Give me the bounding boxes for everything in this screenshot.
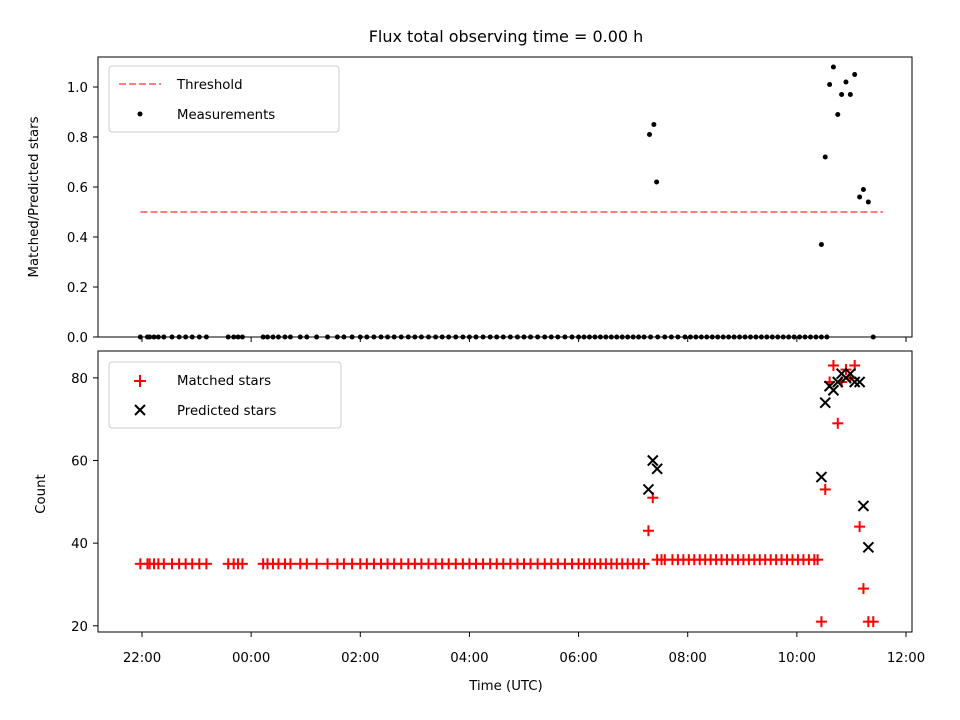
- x-tick-label: 00:00: [232, 651, 270, 666]
- x-tick-label: 10:00: [778, 651, 816, 666]
- x-tick-label: 12:00: [887, 651, 925, 666]
- predicted-star-point: [853, 376, 866, 388]
- measurement-point: [830, 64, 836, 70]
- measurement-point: [651, 122, 657, 127]
- measurement-point: [847, 92, 853, 97]
- measurement-point: [822, 154, 828, 160]
- predicted-star-point: [862, 541, 875, 553]
- top-axes-frame: [97, 56, 913, 338]
- top-legend: Threshold Measurements: [108, 65, 340, 133]
- x-tick-label: 22:00: [123, 651, 161, 666]
- x-tick-label: 04:00: [450, 651, 488, 666]
- legend-predicted-label: Predicted stars: [177, 404, 276, 419]
- predicted-star-point: [647, 454, 659, 467]
- top-x-axis: [141, 337, 907, 342]
- matched-star-point: [854, 521, 866, 533]
- predicted-star-point: [848, 376, 861, 388]
- measurement-point: [860, 187, 866, 192]
- top-y-tick-label: 0.6: [67, 181, 88, 196]
- x-tick-label: 06:00: [559, 651, 597, 666]
- matched-star-point: [311, 558, 323, 570]
- bottom-legend-box: [108, 361, 342, 429]
- matched-star-point: [236, 558, 248, 570]
- bottom-x-axis: 22:00 00:00 02:00 04:00 06:00 08:00 10:00 12:00: [123, 632, 925, 666]
- bottom-y-tick-label: 20: [71, 620, 88, 635]
- x-tick-label: 02:00: [341, 651, 379, 666]
- measurement-point: [852, 72, 858, 77]
- measurement-point: [818, 242, 824, 247]
- matched-star-point: [812, 554, 824, 566]
- matched-star-point: [857, 583, 869, 595]
- predicted-star-point: [651, 463, 663, 475]
- predicted-star-point: [832, 376, 844, 388]
- predicted-star-point: [815, 471, 828, 483]
- bottom-y-axis-label: Count: [34, 474, 49, 514]
- bottom-y-tick-label: 40: [71, 537, 88, 552]
- top-y-axis: 0.0 0.2 0.4 0.6 0.8 1.0: [67, 81, 98, 346]
- legend-matched-label: Matched stars: [177, 374, 271, 389]
- chart-title: Flux total observing time = 0.00 h: [369, 27, 644, 46]
- bottom-y-tick-label: 80: [71, 372, 88, 387]
- matched-star-point: [322, 558, 334, 570]
- measurement-point: [857, 194, 863, 200]
- matched-star-point: [200, 558, 212, 570]
- measurement-point: [835, 112, 841, 117]
- matched-star-point: [867, 616, 879, 628]
- matched-star-point: [815, 616, 827, 628]
- measurement-point: [647, 132, 653, 137]
- matched-star-point: [301, 558, 313, 570]
- top-y-axis-label: Matched/Predicted stars: [27, 116, 42, 277]
- predicted-star-point: [827, 384, 840, 396]
- matched-star-point: [819, 483, 831, 495]
- measurement-point: [839, 92, 845, 97]
- measurement-point: [654, 179, 660, 185]
- bottom-y-tick-label: 60: [71, 455, 88, 470]
- x-axis-label: Time (UTC): [468, 679, 543, 694]
- bottom-y-axis: 20 40 60 80: [71, 372, 98, 635]
- bottom-plot-area: [134, 359, 879, 628]
- measurement-point: [865, 199, 871, 205]
- predicted-star-point: [642, 483, 655, 496]
- bottom-panel: Count Time (UTC) 20 40 60 80 22:00 00:00 02:0…: [34, 350, 925, 694]
- matched-star-point: [827, 359, 839, 371]
- predicted-star-point: [844, 368, 857, 380]
- top-y-tick-label: 0.8: [67, 131, 88, 146]
- bottom-legend: Matched stars Predicted stars: [108, 361, 342, 429]
- bottom-axes-frame: [97, 350, 913, 633]
- top-legend-box: [108, 65, 340, 133]
- matched-star-point: [832, 417, 844, 429]
- matched-star-point: [284, 558, 296, 570]
- predicted-star-point: [857, 500, 870, 512]
- top-y-tick-label: 0.0: [67, 331, 88, 346]
- predicted-star-point: [819, 396, 831, 409]
- top-y-tick-label: 0.4: [67, 231, 88, 246]
- top-y-tick-label: 0.2: [67, 281, 88, 296]
- legend-measurements-label: Measurements: [177, 108, 275, 123]
- legend-predicted-swatch: [134, 404, 146, 416]
- legend-matched-swatch: [134, 375, 146, 387]
- top-y-tick-label: 1.0: [67, 81, 88, 96]
- measurement-point: [827, 82, 833, 87]
- matched-star-point: [638, 558, 650, 570]
- measurement-point: [843, 79, 849, 85]
- top-panel: Flux total observing time = 0.00 h Match…: [27, 27, 913, 346]
- legend-measurements-swatch: [137, 111, 143, 117]
- legend-threshold-label: Threshold: [176, 78, 243, 93]
- x-tick-label: 08:00: [669, 651, 707, 666]
- matched-star-point: [642, 525, 654, 537]
